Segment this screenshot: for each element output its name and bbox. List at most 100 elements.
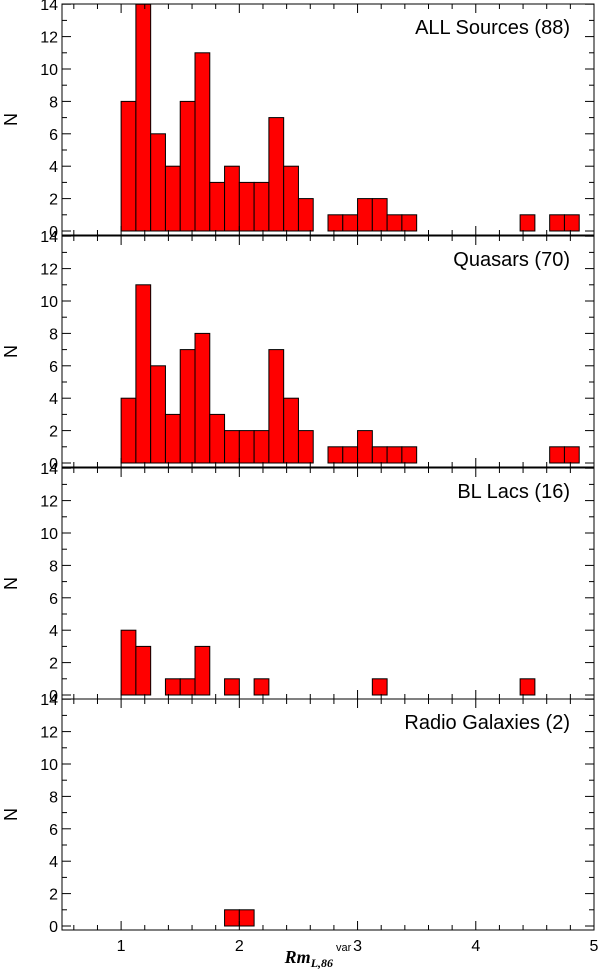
y-tick-label: 0 [49,456,58,473]
histogram-bar [342,214,359,232]
y-tick-label: 8 [49,558,58,575]
panel-title: Quasars (70) [453,249,570,271]
y-tick-label: 4 [49,854,58,871]
histogram-bar [519,214,536,232]
histogram-bar [386,446,403,464]
histogram-bar [253,430,270,464]
histogram-bar [253,678,270,696]
x-tick-label: 3 [353,938,362,955]
y-tick-label: 4 [49,391,58,408]
y-tick-label: 10 [40,757,58,774]
histogram-bar [179,100,196,232]
histogram-bar [357,430,373,464]
y-axis-label: N [1,113,21,126]
y-tick-label: 4 [49,623,58,640]
histogram-bar [401,446,418,464]
y-tick-label: 2 [49,424,58,441]
y-axis-ticks: 0 2 4 6 8 10 12 14 [40,0,594,241]
histogram-bar [120,100,137,232]
x-axis-label-main: Rm [284,947,311,967]
y-tick-label: 2 [49,656,58,673]
histogram-bar [268,117,285,232]
histogram-bar [179,349,196,464]
y-tick-label: 6 [49,591,58,608]
histogram-bars [120,284,580,464]
histogram-bar [194,52,211,232]
histogram-bar [209,413,226,464]
histogram-bar [386,214,403,232]
panel-4: 0 2 4 6 8 10 12 14 N Radio Galaxies (2) [1,692,595,936]
y-axis-label: N [1,577,21,590]
histogram-bar [283,397,299,464]
histogram-bar [164,165,181,232]
y-axis-ticks: 0 2 4 6 8 10 12 14 [40,692,594,936]
x-tick-label: 4 [471,938,480,955]
y-axis-ticks: 0 2 4 6 8 10 12 14 [40,229,594,473]
histogram-bar [342,446,359,464]
panel-title: BL Lacs (16) [457,481,570,503]
x-axis-label: RmL,86var [284,942,352,970]
y-tick-label: 8 [49,94,58,111]
histogram-bar [563,446,580,464]
histogram-bar [164,678,181,696]
panel-title: Radio Galaxies (2) [404,712,570,734]
histogram-bar [327,214,344,232]
histogram-bar [563,214,580,232]
histogram-bar [194,645,211,696]
histogram-bar [283,165,299,232]
y-tick-label: 2 [49,192,58,209]
histogram-bar [150,365,166,464]
x-axis-ticks [73,468,595,699]
panel-frame [61,3,595,236]
histogram-bar [120,397,137,464]
histogram-bar [224,678,240,696]
histogram-bar [224,165,240,232]
histogram-bar [297,198,314,232]
histogram-bar [135,645,152,696]
histogram-bar [238,181,255,232]
y-tick-label: 12 [40,30,58,47]
x-axis-ticks [73,699,595,930]
y-tick-label: 12 [40,262,58,279]
y-tick-label: 6 [49,359,58,376]
histogram-bars [224,909,255,927]
y-tick-label: 6 [49,822,58,839]
panel-frame [61,698,595,931]
y-tick-label: 14 [40,229,58,246]
histogram-bars [120,3,580,232]
histogram-bar [135,3,152,232]
panel-frame [61,235,595,468]
x-axis-ticks [73,236,595,467]
y-tick-label: 10 [40,526,58,543]
histogram-bar [135,284,152,464]
y-tick-label: 12 [40,725,58,742]
histogram-bar [164,413,181,464]
histogram-bar [120,629,137,696]
histogram-bar [209,181,226,232]
y-tick-label: 10 [40,294,58,311]
panel-2: 0 2 4 6 8 10 12 14 N Quasars (70) [1,229,595,473]
histogram-bar [238,909,255,927]
histogram-bar [327,446,344,464]
panel-title: ALL Sources (88) [415,17,570,39]
y-tick-label: 8 [49,326,58,343]
x-tick-label: 2 [235,938,244,955]
x-axis-label-superscript: var [336,942,352,954]
x-axis-tick-labels: 1 2 3 4 5 [117,938,599,955]
y-tick-label: 0 [49,688,58,705]
histogram-bar [150,133,166,232]
y-tick-label: 0 [49,919,58,936]
y-tick-label: 14 [40,692,58,709]
y-tick-label: 14 [40,461,58,478]
x-axis-label-subscript: L,86 [310,956,333,970]
y-tick-label: 12 [40,494,58,511]
histogram-panels: 0 2 4 6 8 10 12 14 N ALL Sources (88) 0 2 4 6 8 10 12 14 N… [1,0,595,936]
y-axis-label: N [1,808,21,821]
panel-3: 0 2 4 6 8 10 12 14 N BL Lacs (16) [1,461,595,705]
y-tick-label: 6 [49,127,58,144]
y-tick-label: 8 [49,789,58,806]
histogram-bar [371,678,388,696]
histogram-bar [238,430,255,464]
histogram-bar [549,446,565,464]
